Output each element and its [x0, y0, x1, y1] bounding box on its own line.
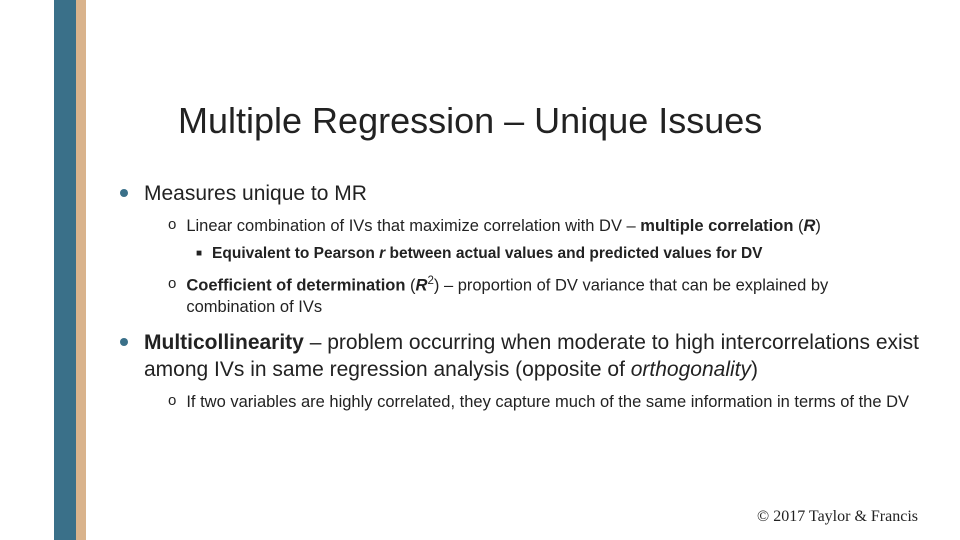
- circle-marker: o: [168, 216, 176, 233]
- bullet-2-sublist: o If two variables are highly correlated…: [168, 391, 920, 413]
- text-R: R: [416, 276, 428, 294]
- subsub-1-text: Equivalent to Pearson r between actual v…: [212, 244, 762, 264]
- bullet-2: Multicollinearity – problem occurring wh…: [120, 329, 920, 384]
- text-R: R: [804, 217, 816, 235]
- slide: Multiple Regression – Unique Issues Meas…: [0, 0, 960, 540]
- copyright-footer: © 2017 Taylor & Francis: [757, 508, 918, 526]
- bullet-2-text: Multicollinearity – problem occurring wh…: [144, 329, 920, 384]
- sub-1-1-text: Linear combination of IVs that maximize …: [186, 215, 821, 237]
- bullet-1-sublist: o Linear combination of IVs that maximiz…: [168, 215, 920, 318]
- bullet-dot: [120, 189, 128, 197]
- sub-2-1: o If two variables are highly correlated…: [168, 391, 920, 413]
- accent-bar-dark: [54, 0, 76, 540]
- text-span: Equivalent to Pearson: [212, 245, 379, 262]
- text-bold: Multicollinearity: [144, 331, 304, 354]
- slide-content: Measures unique to MR o Linear combinati…: [120, 180, 920, 424]
- text-span: (: [405, 276, 415, 294]
- bullet-dot: [120, 338, 128, 346]
- text-ital: orthogonality: [631, 358, 751, 381]
- text-span: (: [793, 217, 803, 235]
- subsub-list: ■ Equivalent to Pearson r between actual…: [196, 244, 920, 264]
- circle-marker: o: [168, 275, 176, 292]
- text-span: Linear combination of IVs that maximize …: [186, 217, 640, 235]
- text-span: ): [751, 358, 758, 381]
- sub-2-1-text: If two variables are highly correlated, …: [186, 391, 909, 413]
- bullet-1: Measures unique to MR: [120, 180, 920, 207]
- sub-1-1: o Linear combination of IVs that maximiz…: [168, 215, 920, 237]
- sub-1-2: o Coefficient of determination (R2) – pr…: [168, 274, 920, 319]
- circle-marker: o: [168, 392, 176, 409]
- bullet-1-text: Measures unique to MR: [144, 180, 367, 207]
- slide-title: Multiple Regression – Unique Issues: [178, 100, 762, 142]
- text-bold: Coefficient of determination: [186, 276, 405, 294]
- square-marker: ■: [196, 248, 202, 259]
- text-span: ): [815, 217, 821, 235]
- subsub-1: ■ Equivalent to Pearson r between actual…: [196, 244, 920, 264]
- text-bold: multiple correlation: [640, 217, 793, 235]
- sub-1-2-text: Coefficient of determination (R2) – prop…: [186, 274, 920, 319]
- accent-bar-light: [76, 0, 86, 540]
- text-span: between actual values and predicted valu…: [385, 245, 762, 262]
